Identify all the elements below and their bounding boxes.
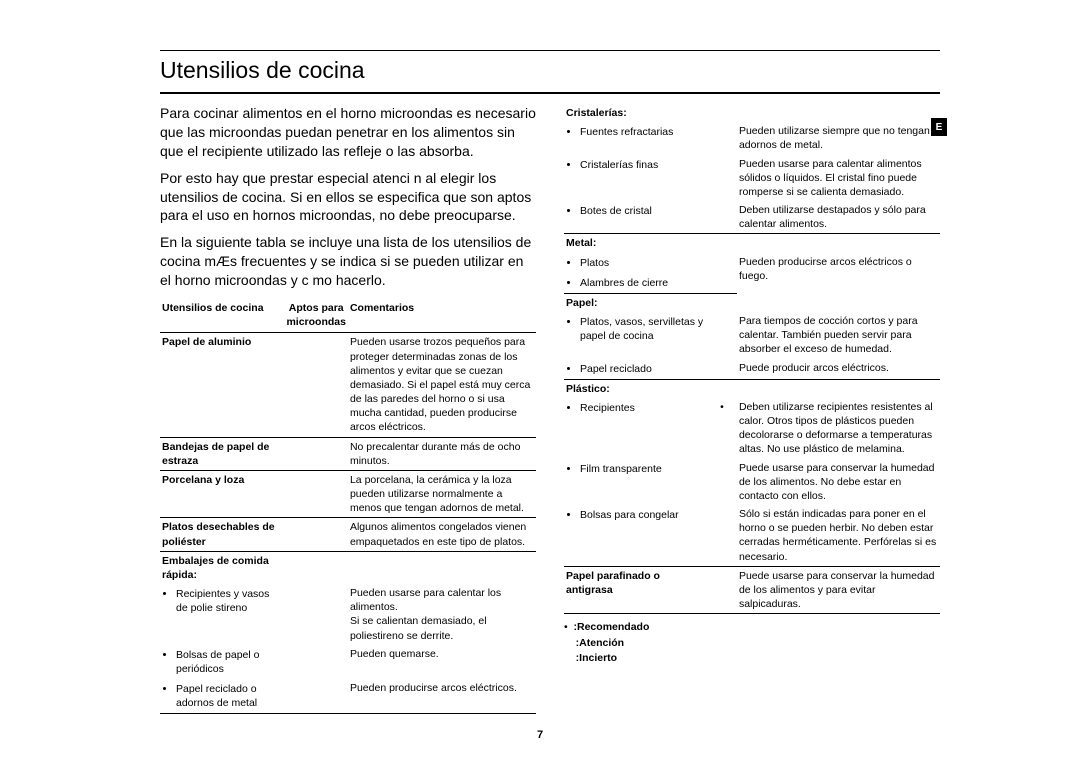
row-label: Embalajes de comida rápida: — [160, 551, 284, 584]
table-row: Papel reciclado o adornos de metal Puede… — [160, 679, 536, 714]
table-row: Recipientes • Deben utilizarse recipient… — [564, 398, 940, 459]
row-comment: Pueden utilizarse siempre que no tengan … — [737, 122, 940, 154]
sub-label: Papel reciclado o adornos de metal — [176, 682, 282, 710]
content: Para cocinar alimentos en el horno micro… — [160, 104, 940, 714]
row-comment: Deben utilizarse destapados y sólo para … — [737, 201, 940, 234]
th-utensil: Utensilios de cocina — [160, 298, 284, 333]
table-row: Papel de aluminio Pueden usarse trozos p… — [160, 333, 536, 437]
row-comment: Pueden producirse arcos eléctricos o fue… — [737, 253, 940, 294]
sub-label: Alambres de cierre — [580, 276, 705, 290]
table-row: Metal: — [564, 234, 940, 253]
page: E Utensilios de cocina Para cocinar alim… — [0, 0, 1080, 763]
sub-label: Platos, vasos, servilletas y papel de co… — [580, 315, 705, 343]
legend-inc: :Incierto — [576, 652, 617, 664]
table-row: Papel reciclado Puede producir arcos elé… — [564, 359, 940, 380]
sub-label: Papel reciclado — [580, 362, 705, 376]
row-comment: Sólo si están indicadas para poner en el… — [737, 505, 940, 566]
table-row: Plástico: — [564, 379, 940, 398]
language-tab: E — [931, 118, 947, 136]
legend: • :Recomendado :Atención :Incierto — [564, 620, 940, 665]
sub-label: Platos — [580, 256, 705, 270]
table-row: Bandejas de papel de estraza No precalen… — [160, 437, 536, 470]
row-comment: Pueden usarse trozos pequeños para prote… — [348, 333, 536, 437]
row-label: Bandejas de papel de estraza — [160, 437, 284, 470]
row-comment: Pueden usarse para calentar alimentos só… — [737, 155, 940, 202]
th-apt: Aptos para microondas — [284, 298, 348, 333]
page-title: Utensilios de cocina — [160, 53, 940, 90]
page-number: 7 — [0, 729, 1080, 741]
sub-label: Cristalerías finas — [580, 158, 705, 172]
row-label: Papel de aluminio — [160, 333, 284, 437]
table-row: Botes de cristal Deben utilizarse destap… — [564, 201, 940, 234]
table-row: Platos, vasos, servilletas y papel de co… — [564, 312, 940, 359]
table-row: Fuentes refractarias Pueden utilizarse s… — [564, 122, 940, 154]
table-row: Papel parafinado o antigrasa Puede usars… — [564, 566, 940, 614]
intro-p2: Por esto hay que prestar especial atenci… — [160, 169, 536, 226]
row-label: Metal: — [564, 234, 707, 253]
table-row: Bolsas para congelar Sólo si están indic… — [564, 505, 940, 566]
sub-label: Botes de cristal — [580, 204, 705, 218]
row-comment: Deben utilizarse recipientes resistentes… — [737, 398, 940, 459]
legend-rec: :Recomendado — [574, 621, 650, 633]
row-comment: Pueden usarse para calentar los alimento… — [350, 586, 534, 614]
table-row: Cristalerías: — [564, 104, 940, 122]
rule-top — [160, 50, 940, 51]
table-row: Porcelana y loza La porcelana, la cerámi… — [160, 470, 536, 518]
sub-label: Bolsas para congelar — [580, 508, 705, 522]
table-row: Platos desechables de poliéster Algunos … — [160, 518, 536, 551]
legend-aten: :Atención — [576, 637, 624, 649]
row-comment: Puede usarse para conservar la humedad d… — [737, 566, 940, 614]
table-header: Utensilios de cocina Aptos para microond… — [160, 298, 536, 333]
row-label: Plástico: — [564, 379, 707, 398]
table-row: Film transparente Puede usarse para cons… — [564, 459, 940, 506]
sub-label: Film transparente — [580, 462, 705, 476]
right-table: Cristalerías: Fuentes refractarias Puede… — [564, 104, 940, 614]
row-comment: No precalentar durante más de ocho minut… — [348, 437, 536, 470]
intro-p3: En la siguiente tabla se incluye una lis… — [160, 233, 536, 290]
left-table: Utensilios de cocina Aptos para microond… — [160, 298, 536, 714]
table-row: Embalajes de comida rápida: — [160, 551, 536, 584]
rule-bottom — [160, 92, 940, 94]
row-label: Platos desechables de poliéster — [160, 518, 284, 551]
left-column: Para cocinar alimentos en el horno micro… — [160, 104, 536, 714]
table-row: Recipientes y vasos de polie stireno Pue… — [160, 584, 536, 645]
table-row: Platos Pueden producirse arcos eléctrico… — [564, 253, 940, 273]
sub-label: Recipientes y vasos de polie stireno — [176, 587, 282, 615]
row-comment: La porcelana, la cerámica y la loza pued… — [348, 470, 536, 518]
row-label: Porcelana y loza — [160, 470, 284, 518]
sub-label: Fuentes refractarias — [580, 125, 705, 139]
right-column: Cristalerías: Fuentes refractarias Puede… — [564, 104, 940, 714]
table-row: Papel: — [564, 293, 940, 312]
table-row: Cristalerías finas Pueden usarse para ca… — [564, 155, 940, 202]
intro-p1: Para cocinar alimentos en el horno micro… — [160, 104, 536, 161]
row-comment: Puede usarse para conservar la humedad d… — [737, 459, 940, 506]
row-label: Papel: — [564, 293, 707, 312]
th-comment: Comentarios — [348, 298, 536, 333]
row-label: Cristalerías: — [564, 104, 707, 122]
sub-label: Recipientes — [580, 401, 705, 415]
row-comment: Para tiempos de cocción cortos y para ca… — [737, 312, 940, 359]
row-comment: Pueden producirse arcos eléctricos. — [348, 679, 536, 714]
row-comment: Si se calientan demasiado, el poliestire… — [350, 614, 534, 642]
sub-label: Bolsas de papel o periódicos — [176, 648, 282, 676]
row-comment: Algunos alimentos congelados vienen empa… — [348, 518, 536, 551]
row-comment: Puede producir arcos eléctricos. — [737, 359, 940, 380]
row-comment: Pueden quemarse. — [348, 645, 536, 679]
row-label: Papel parafinado o antigrasa — [564, 566, 707, 614]
table-row: Bolsas de papel o periódicos Pueden quem… — [160, 645, 536, 679]
